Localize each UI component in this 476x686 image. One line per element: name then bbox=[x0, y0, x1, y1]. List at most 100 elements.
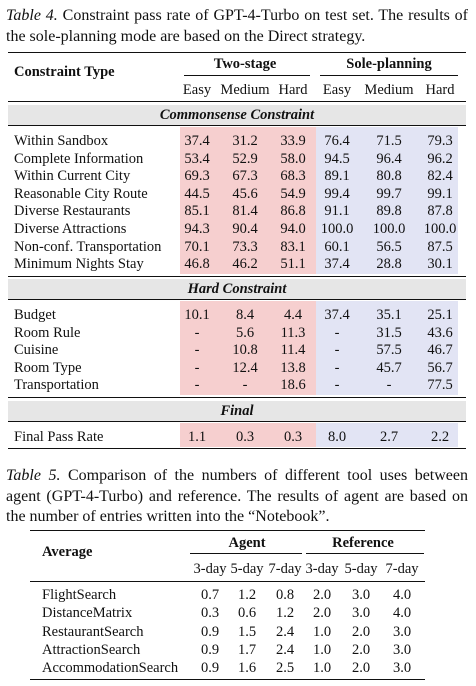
cell: 0.9 bbox=[200, 623, 220, 640]
cell: 96.2 bbox=[427, 150, 453, 167]
cell: 2.5 bbox=[275, 660, 295, 677]
cell: 2.0 bbox=[312, 587, 332, 603]
cell: 86.8 bbox=[280, 203, 306, 220]
row-label: Minimum Nights Stay bbox=[14, 256, 144, 273]
cell: 69.3 bbox=[184, 168, 210, 185]
cell: 94.5 bbox=[324, 150, 350, 167]
cell: - bbox=[194, 342, 200, 359]
cell: 0.3 bbox=[283, 429, 303, 445]
group-header: Reference bbox=[332, 535, 394, 551]
cell: 46.2 bbox=[232, 256, 258, 273]
cell: 52.9 bbox=[232, 150, 258, 167]
cell: 56.7 bbox=[427, 359, 453, 376]
cell: 94.3 bbox=[184, 221, 210, 237]
cell: - bbox=[194, 377, 200, 394]
row-label: Non-conf. Transportation bbox=[14, 238, 162, 255]
cell: 71.5 bbox=[376, 133, 402, 149]
cell: 53.4 bbox=[184, 150, 210, 167]
group-header: Sole-planning bbox=[346, 56, 432, 72]
cell: 0.6 bbox=[237, 605, 257, 622]
cell: 4.0 bbox=[392, 605, 412, 622]
two-stage-band bbox=[180, 127, 316, 275]
rule bbox=[320, 75, 458, 76]
cell: 73.3 bbox=[232, 238, 258, 255]
group-header: Agent bbox=[228, 535, 266, 551]
cell: 68.3 bbox=[280, 168, 306, 185]
cell: 30.1 bbox=[427, 256, 453, 273]
table5-caption: Table 5. Comparison of the numbers of di… bbox=[6, 466, 468, 528]
row-label: Within Current City bbox=[14, 168, 131, 185]
cell: 85.1 bbox=[184, 203, 210, 220]
column-header: Easy bbox=[182, 82, 212, 98]
row-label: Within Sandbox bbox=[14, 133, 109, 149]
cell: 1.6 bbox=[237, 660, 257, 677]
cell: 94.0 bbox=[280, 221, 306, 237]
cell: 54.9 bbox=[280, 185, 306, 202]
rule bbox=[8, 421, 466, 422]
table4-caption: Table 4. Constraint pass rate of GPT-4-T… bbox=[6, 6, 468, 47]
section-title: Commonsense Constraint bbox=[159, 107, 315, 123]
cell: 99.4 bbox=[324, 185, 350, 202]
section-band bbox=[8, 401, 466, 421]
two-stage-band bbox=[180, 423, 316, 447]
cell: 80.8 bbox=[376, 168, 402, 185]
cell: 2.0 bbox=[351, 623, 371, 640]
column-header: Hard bbox=[425, 82, 455, 98]
table4-caption-text: Constraint pass rate of GPT-4-Turbo on t… bbox=[6, 7, 469, 45]
column-header: 7-day bbox=[385, 561, 419, 577]
cell: 8.4 bbox=[235, 307, 255, 323]
cell: 91.1 bbox=[324, 203, 350, 220]
cell: 4.0 bbox=[392, 587, 412, 603]
cell: 3.0 bbox=[351, 605, 371, 622]
row-label: Diverse Attractions bbox=[14, 221, 127, 237]
cell: 1.2 bbox=[237, 587, 257, 603]
column-header: 3-day bbox=[193, 561, 227, 577]
cell: 100.0 bbox=[372, 221, 406, 237]
cell: 46.7 bbox=[427, 342, 453, 359]
row-label: Diverse Restaurants bbox=[14, 203, 131, 220]
cell: 0.7 bbox=[200, 587, 220, 603]
cell: 96.4 bbox=[376, 150, 402, 167]
column-header: 3-day bbox=[305, 561, 339, 577]
cell: 0.9 bbox=[200, 641, 220, 658]
cell: - bbox=[242, 377, 248, 394]
cell: 18.6 bbox=[280, 377, 306, 394]
row-label: DistanceMatrix bbox=[42, 605, 133, 622]
section-title: Final bbox=[220, 403, 254, 419]
cell: 45.7 bbox=[376, 359, 402, 376]
cell: 67.3 bbox=[232, 168, 258, 185]
cell: 100.0 bbox=[320, 221, 354, 237]
cell: 83.1 bbox=[280, 238, 306, 255]
two-stage-band bbox=[180, 301, 316, 396]
table4-label: Table 4. bbox=[6, 7, 58, 24]
cell: 46.8 bbox=[184, 256, 210, 273]
row-label: Budget bbox=[14, 307, 56, 323]
cell: - bbox=[334, 377, 340, 394]
cell: 2.4 bbox=[275, 641, 295, 658]
cell: 82.4 bbox=[427, 168, 453, 185]
cell: - bbox=[194, 359, 200, 376]
rule bbox=[306, 553, 424, 554]
section-title: Hard Constraint bbox=[187, 281, 287, 297]
cell: 1.0 bbox=[312, 660, 332, 677]
cell: 58.0 bbox=[280, 150, 306, 167]
rule bbox=[8, 125, 466, 126]
rule bbox=[190, 553, 302, 554]
cell: 1.5 bbox=[237, 623, 257, 640]
cell: 28.8 bbox=[376, 256, 402, 273]
cell: 76.4 bbox=[324, 133, 350, 149]
cell: 2.0 bbox=[351, 641, 371, 658]
row-label: Complete Information bbox=[14, 150, 144, 167]
column-header: Medium bbox=[220, 82, 270, 98]
cell: 1.7 bbox=[237, 641, 257, 658]
cell: 25.1 bbox=[427, 307, 453, 323]
header-cell: Constraint Type bbox=[14, 64, 115, 80]
rule bbox=[8, 101, 466, 102]
cell: 77.5 bbox=[427, 377, 453, 394]
cell: 2.0 bbox=[351, 660, 371, 677]
column-header: 5-day bbox=[230, 561, 264, 577]
sole-planning-band bbox=[316, 423, 458, 447]
cell: 5.6 bbox=[235, 324, 255, 341]
cell: 11.4 bbox=[280, 342, 306, 359]
